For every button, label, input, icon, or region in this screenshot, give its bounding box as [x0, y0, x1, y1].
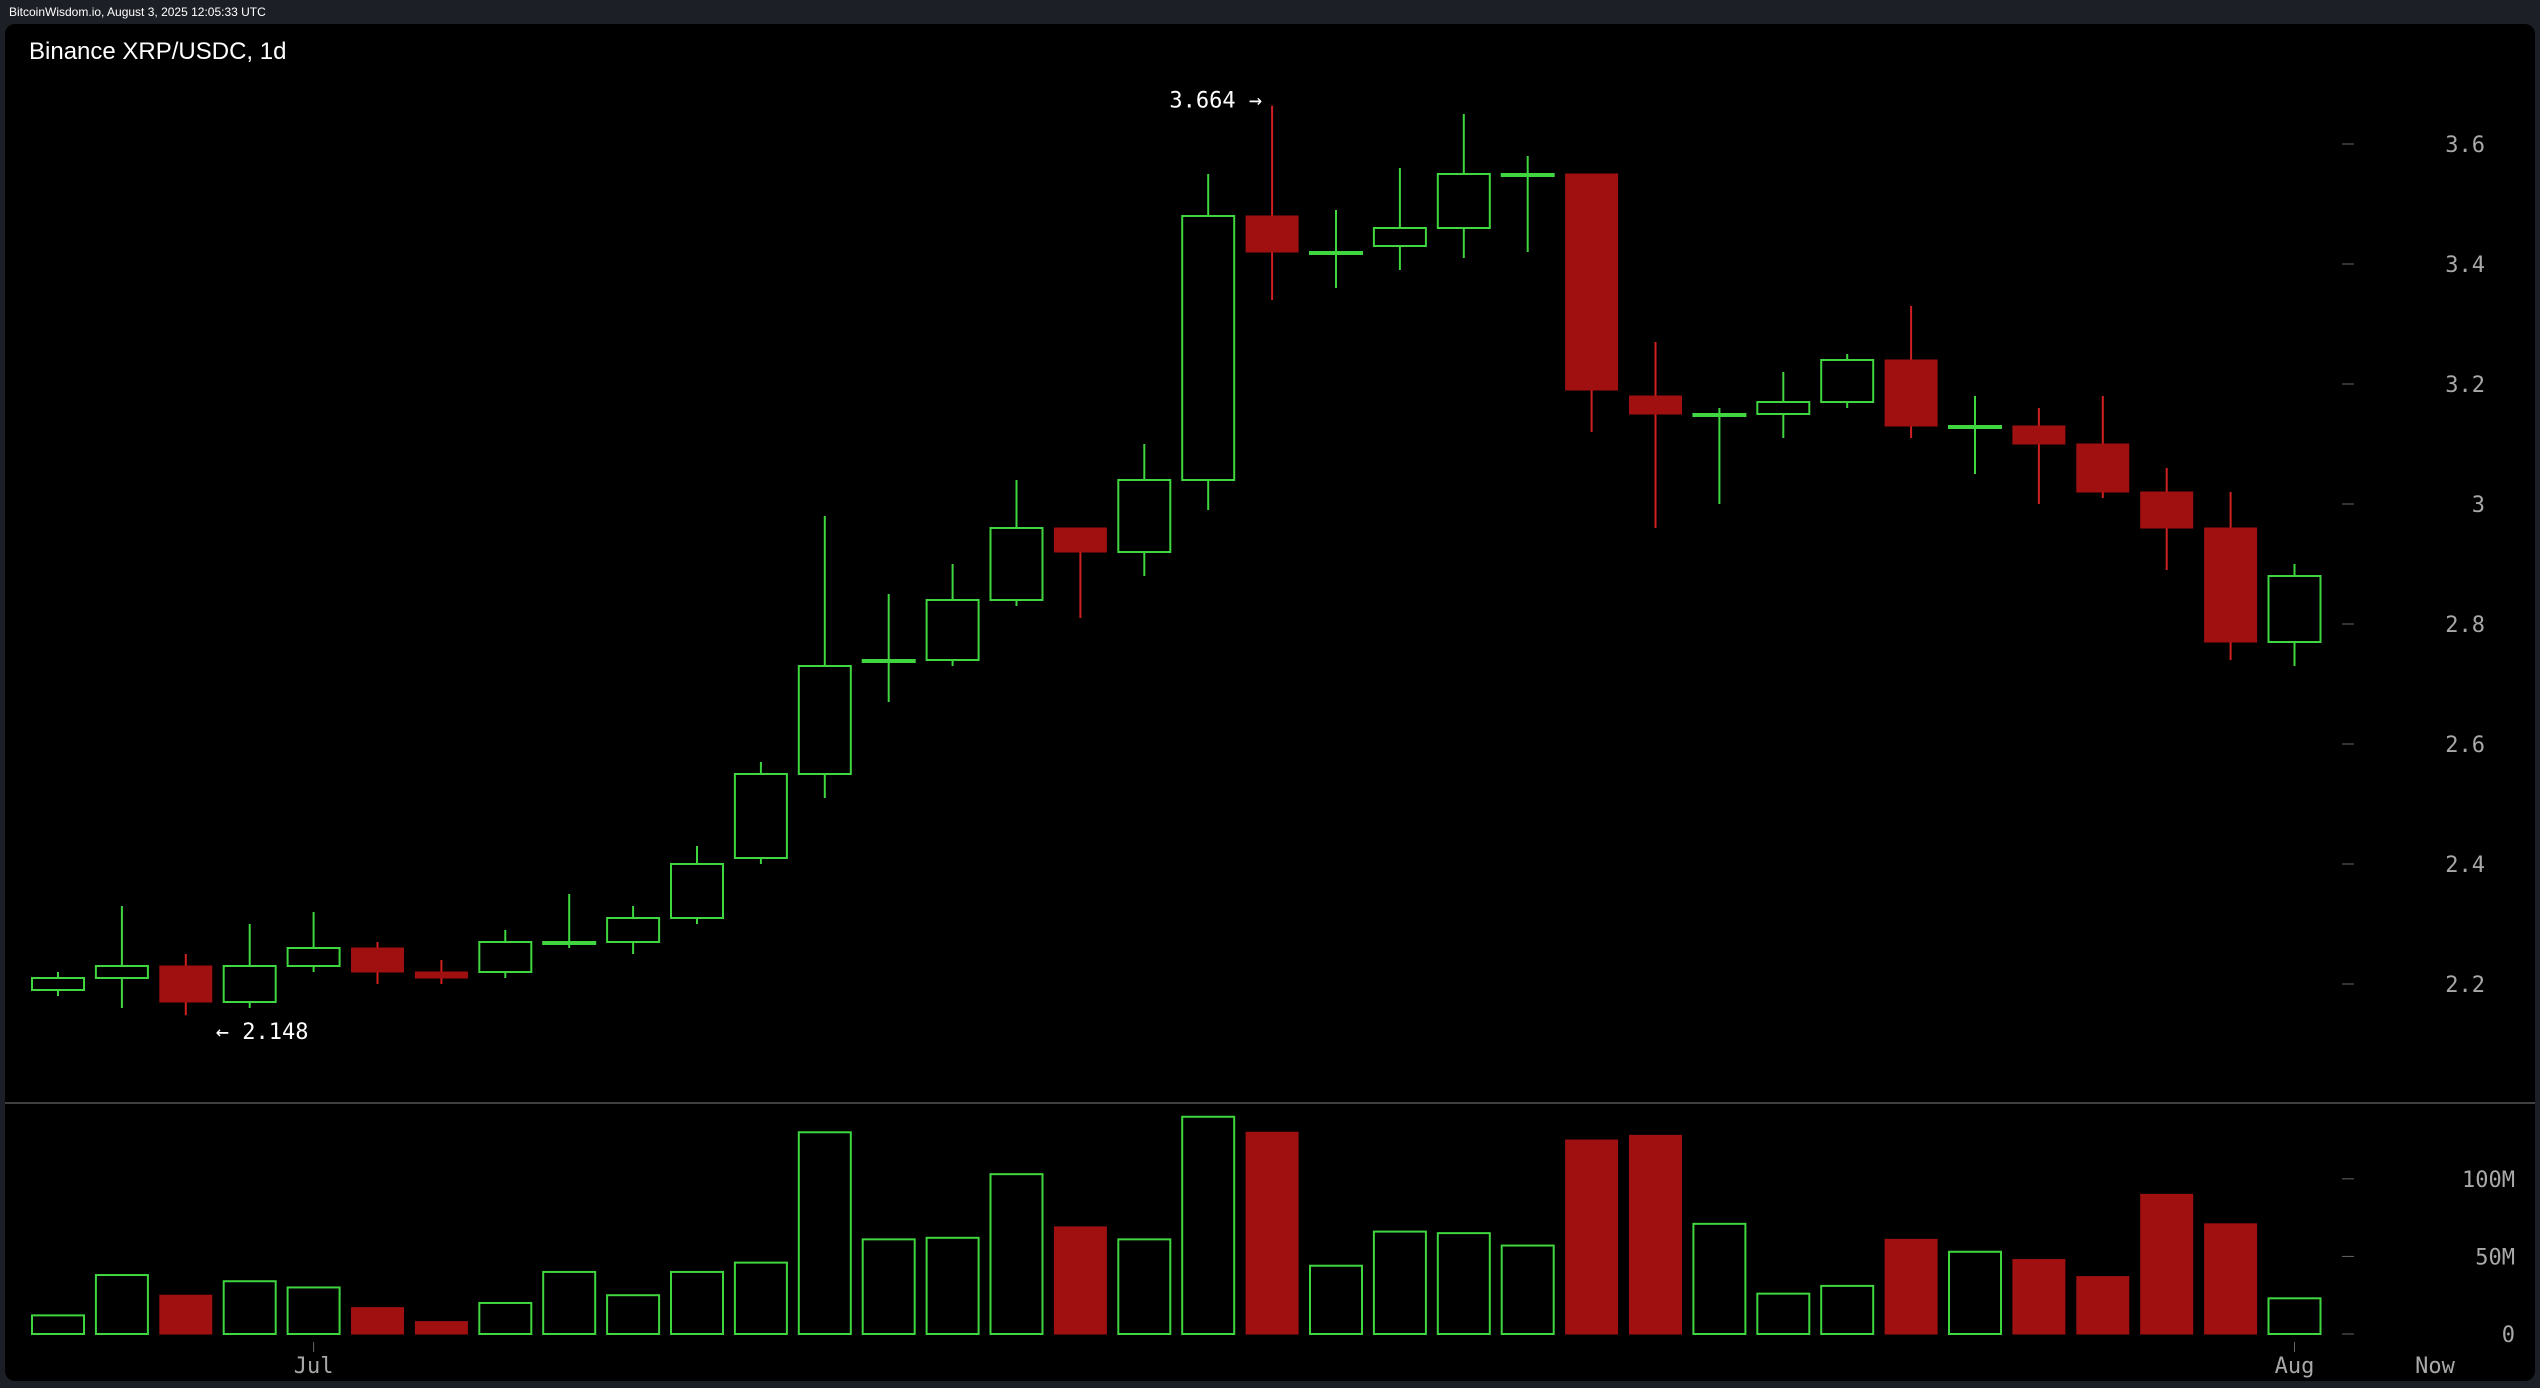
candle-body-up [733, 773, 788, 859]
volume-bar-up [1692, 1222, 1747, 1336]
candle-body-up [989, 527, 1044, 601]
chart-frame: 2.2 2.4 2.6 2.8 3 3.2 3.4 3.6 0 50M 100M 3.664 → ←… [5, 24, 2535, 1381]
candle-body-up [94, 965, 149, 979]
candle-body-up [670, 863, 724, 919]
volume-bar-down [1629, 1134, 1682, 1335]
candle-body-down [351, 947, 404, 973]
volume-bar-down [414, 1321, 468, 1335]
time-tick-label: Now [2415, 1354, 2455, 1379]
candle-body-down [2140, 491, 2194, 529]
price-tick-label: 2.6 [2445, 733, 2485, 758]
volume-bar-up [1948, 1250, 2002, 1336]
volume-bar-up [1309, 1264, 1363, 1335]
volume-bar-down [351, 1307, 404, 1335]
low-price-label: ← 2.148 [216, 1020, 309, 1045]
time-tick-label: Aug [2275, 1354, 2315, 1379]
volume-bar-down [159, 1294, 213, 1335]
candle-body-up [797, 665, 852, 775]
volume-tick-label: 50M [2475, 1245, 2515, 1270]
volume-tick-label: 0 [2502, 1323, 2515, 1348]
candle-body-up [1820, 359, 1875, 403]
time-tick-label: Jul [294, 1354, 334, 1379]
volume-bar-down [1565, 1139, 1619, 1335]
candle-body-down [2012, 425, 2066, 445]
volume-bar-up [861, 1238, 916, 1336]
price-tick-label: 3.2 [2445, 373, 2485, 398]
candle-body-up [1117, 479, 1172, 553]
price-tick-label: 3.4 [2445, 253, 2485, 278]
volume-bar-up [478, 1301, 533, 1336]
candle-body-down [2076, 443, 2130, 493]
price-axis: 2.2 2.4 2.6 2.8 3 3.2 3.4 3.6 [2342, 133, 2485, 998]
candle-body-up [1372, 227, 1427, 247]
volume-bars [31, 1115, 2322, 1336]
candle-body-up [286, 947, 341, 967]
candle-body-up [542, 941, 597, 945]
candle-body-down [1565, 173, 1619, 391]
candle-body-up [31, 977, 85, 991]
volume-tick-label: 100M [2462, 1168, 2515, 1193]
volume-bar-up [925, 1236, 980, 1335]
volume-bar-up [222, 1280, 277, 1335]
volume-bar-up [670, 1270, 724, 1335]
candle-body-up [1692, 413, 1747, 417]
volume-axis: 0 50M 100M [2342, 1168, 2515, 1348]
candle-body-down [1884, 359, 1938, 427]
volume-bar-up [286, 1286, 341, 1335]
candle-body-up [478, 941, 533, 973]
chart-title: Binance XRP/USDC, 1d [29, 38, 287, 65]
volume-bar-up [1372, 1230, 1427, 1335]
candle-body-down [1629, 395, 1682, 415]
price-tick-label: 2.8 [2445, 613, 2485, 638]
source-timestamp: BitcoinWisdom.io, August 3, 2025 12:05:3… [9, 5, 266, 19]
volume-bar-down [2204, 1223, 2258, 1335]
candle-body-up [1309, 251, 1363, 255]
candle-body-up [1436, 173, 1491, 229]
volume-bar-up [1436, 1232, 1491, 1336]
candle-body-down [1053, 527, 1107, 553]
candle-body-up [1500, 173, 1555, 177]
candle-body-up [1756, 401, 1811, 415]
volume-bar-up [31, 1314, 85, 1335]
candle-body-down [1245, 215, 1299, 253]
price-tick-label: 3.6 [2445, 133, 2485, 158]
volume-bar-up [989, 1173, 1044, 1335]
candle-body-up [861, 659, 916, 663]
price-candles [31, 105, 2322, 1016]
candle-body-down [159, 965, 213, 1003]
volume-bar-down [2076, 1276, 2130, 1335]
volume-bar-down [1884, 1238, 1938, 1335]
volume-bar-down [2012, 1259, 2066, 1335]
candle-body-up [606, 917, 661, 943]
candle-body-down [2204, 527, 2258, 643]
candle-body-up [1948, 425, 2002, 429]
volume-bar-up [542, 1270, 597, 1335]
volume-bar-up [1756, 1292, 1811, 1335]
volume-bar-up [1117, 1238, 1172, 1336]
candle-body-down [414, 971, 468, 979]
volume-bar-up [733, 1261, 788, 1336]
volume-bar-up [606, 1294, 661, 1336]
volume-bar-up [1181, 1115, 1236, 1336]
candle-body-up [925, 599, 980, 661]
volume-bar-up [1820, 1284, 1875, 1336]
high-price-label: 3.664 → [1169, 89, 1262, 114]
volume-bar-down [2140, 1193, 2194, 1335]
volume-bar-up [94, 1274, 149, 1335]
price-tick-label: 2.4 [2445, 853, 2485, 878]
candle-body-up [1181, 215, 1236, 481]
volume-bar-down [1245, 1131, 1299, 1335]
volume-bar-up [2267, 1297, 2322, 1335]
top-bar: BitcoinWisdom.io, August 3, 2025 12:05:3… [0, 0, 2540, 24]
candle-body-up [222, 965, 277, 1003]
volume-bar-up [1500, 1244, 1555, 1336]
time-axis: Jul Aug Now [294, 1342, 2456, 1379]
volume-bar-up [797, 1131, 852, 1336]
candlestick-chart[interactable]: 2.2 2.4 2.6 2.8 3 3.2 3.4 3.6 0 50M 100M 3.664 → ←… [5, 24, 2535, 1381]
candle-body-up [2267, 575, 2322, 643]
price-tick-label: 3 [2472, 493, 2485, 518]
volume-bar-down [1053, 1226, 1107, 1335]
price-tick-label: 2.2 [2445, 973, 2485, 998]
price-annotations: 3.664 → ← 2.148 [216, 89, 1262, 1046]
